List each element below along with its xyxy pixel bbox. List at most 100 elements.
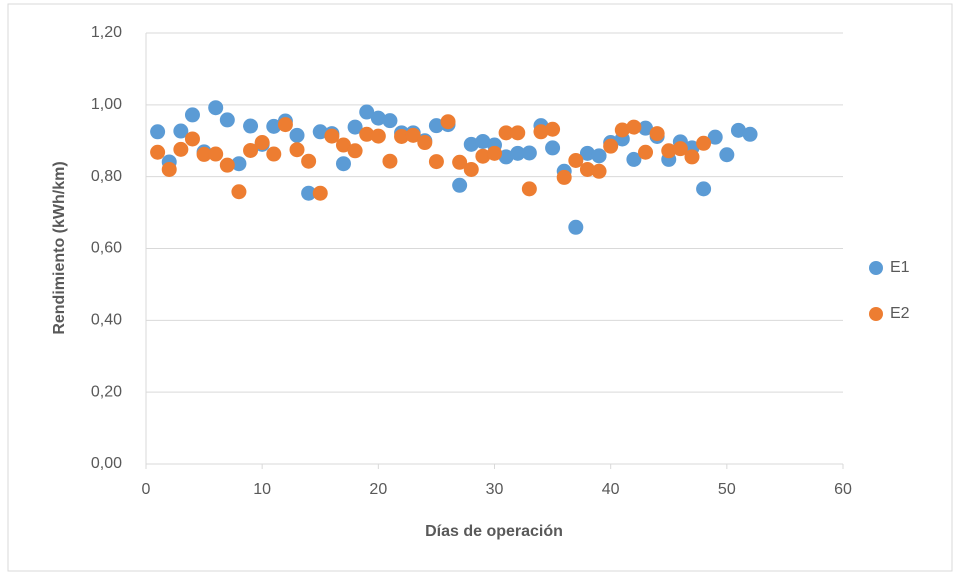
point <box>173 141 189 157</box>
point <box>626 119 642 135</box>
point <box>475 148 491 164</box>
point <box>394 128 410 144</box>
point <box>510 145 526 161</box>
x-tick-label: 20 <box>369 481 387 498</box>
point <box>487 145 502 161</box>
point <box>231 184 247 200</box>
point <box>266 146 282 162</box>
point <box>556 169 572 185</box>
point <box>521 145 537 161</box>
point <box>254 135 270 151</box>
point <box>301 153 317 169</box>
point <box>161 161 177 177</box>
point <box>243 142 259 158</box>
point <box>452 177 468 193</box>
point <box>672 141 688 157</box>
point <box>150 124 166 140</box>
point <box>568 219 584 235</box>
point <box>626 151 642 167</box>
point <box>521 181 537 197</box>
point <box>335 137 351 153</box>
x-tick-label: 30 <box>486 481 504 498</box>
point <box>289 142 305 158</box>
point <box>568 153 584 169</box>
point <box>347 143 363 159</box>
point <box>696 181 712 197</box>
point <box>428 154 444 170</box>
point <box>219 157 235 173</box>
point <box>696 135 712 151</box>
point <box>208 100 224 116</box>
point <box>324 128 340 144</box>
point <box>614 122 630 138</box>
point <box>150 144 166 160</box>
point <box>603 138 619 154</box>
point <box>533 124 549 140</box>
point <box>301 185 317 201</box>
point <box>742 126 758 142</box>
point <box>428 118 444 134</box>
point <box>661 143 677 159</box>
point <box>359 104 375 120</box>
legend-label: E1 <box>890 259 910 276</box>
point <box>277 117 293 133</box>
point <box>475 133 491 149</box>
y-tick-label: 0,40 <box>91 312 122 329</box>
x-tick-label: 0 <box>142 481 151 498</box>
point <box>266 118 282 134</box>
y-tick-label: 1,00 <box>91 96 122 113</box>
point <box>545 121 561 137</box>
point <box>196 146 212 162</box>
point <box>649 126 665 142</box>
point <box>382 113 398 129</box>
point <box>219 112 235 128</box>
y-tick-label: 0,00 <box>91 455 122 472</box>
point <box>684 149 700 165</box>
x-tick-label: 60 <box>834 481 852 498</box>
x-tick-label: 50 <box>718 481 736 498</box>
point <box>510 125 526 141</box>
point <box>498 149 514 165</box>
x-tick-label: 10 <box>253 481 271 498</box>
point <box>370 128 386 144</box>
point <box>208 146 224 162</box>
point <box>452 154 468 170</box>
point <box>591 148 607 164</box>
chart-frame <box>7 3 953 572</box>
x-tick-label: 40 <box>602 481 620 498</box>
point <box>359 126 375 142</box>
point <box>173 123 189 139</box>
point <box>312 185 328 201</box>
point <box>707 129 723 145</box>
point <box>335 156 351 172</box>
y-axis-label: Rendimiento (kWh/km) <box>51 161 68 334</box>
x-axis-label: Días de operación <box>425 523 563 540</box>
point <box>463 161 479 177</box>
legend-marker <box>869 261 883 275</box>
point <box>347 119 363 135</box>
point <box>289 127 305 143</box>
point <box>184 107 200 123</box>
y-tick-label: 1,20 <box>91 24 122 41</box>
point <box>417 135 433 151</box>
point <box>591 163 607 179</box>
point <box>463 136 479 152</box>
legend-marker <box>869 307 883 321</box>
point <box>405 127 421 143</box>
point <box>579 161 595 177</box>
point <box>382 153 398 169</box>
point <box>184 131 200 147</box>
point <box>638 120 654 136</box>
point <box>243 118 259 134</box>
point <box>370 110 386 126</box>
point <box>498 125 514 141</box>
point <box>231 156 247 172</box>
point <box>545 140 561 156</box>
point <box>579 145 595 161</box>
point <box>312 124 328 140</box>
legend-label: E2 <box>890 305 910 322</box>
point <box>638 144 654 160</box>
y-tick-label: 0,60 <box>91 240 122 257</box>
